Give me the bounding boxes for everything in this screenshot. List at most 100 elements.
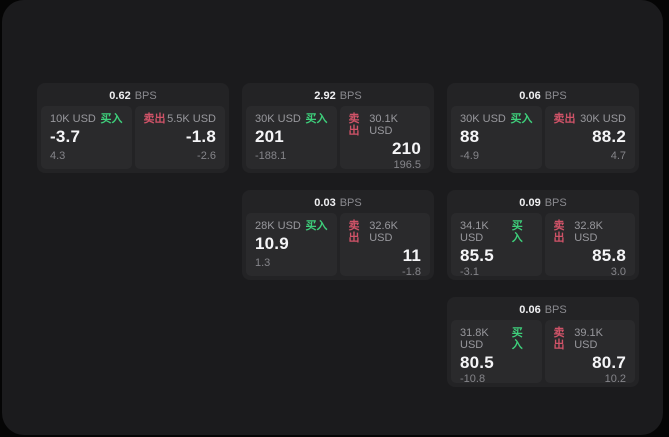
sell-tile[interactable]: 卖出 39.1K USD 80.7 10.2: [544, 320, 635, 385]
sell-price: 85.8: [592, 246, 626, 266]
sell-tile[interactable]: 卖出 30K USD 88.2 4.7: [544, 106, 635, 169]
bps-unit-label: BPS: [134, 90, 157, 102]
quote-card: 0.03 BPS 28K USD 买入 10.9 1.3 卖出 32.6K US…: [242, 190, 434, 280]
sell-tile-top: 卖出 32.8K USD: [554, 220, 627, 244]
sell-delta: 4.7: [610, 149, 626, 162]
sell-tile[interactable]: 卖出 32.8K USD 85.8 3.0: [544, 213, 635, 278]
bps-value: 2.92: [314, 90, 336, 102]
sell-delta: 196.5: [393, 158, 421, 171]
buy-button[interactable]: 买入: [305, 220, 328, 232]
quote-tiles: 31.8K USD 买入 80.5 -10.8 卖出 39.1K USD 80.…: [451, 320, 635, 385]
sell-amount: 32.6K USD: [369, 220, 398, 245]
sell-amount: 30.1K USD: [369, 113, 398, 138]
quote-tiles: 28K USD 买入 10.9 1.3 卖出 32.6K USD 11 -1.8: [246, 213, 430, 278]
quote-card: 2.92 BPS 30K USD 买入 201 -188.1 卖出 30.1K …: [242, 83, 434, 173]
buy-tile[interactable]: 28K USD 买入 10.9 1.3: [246, 213, 337, 276]
sell-tile-top: 卖出 30.1K USD: [349, 113, 422, 137]
buy-amount: 34.1K USD: [460, 220, 489, 245]
quote-tiles: 30K USD 买入 201 -188.1 卖出 30.1K USD 210 1…: [246, 106, 430, 171]
sell-tile-top: 卖出 30K USD: [554, 113, 627, 125]
buy-price: 201: [255, 127, 284, 147]
buy-button[interactable]: 买入: [510, 113, 533, 125]
sell-tile[interactable]: 卖出 5.5K USD -1.8 -2.6: [134, 106, 225, 169]
bps-unit-label: BPS: [544, 197, 567, 209]
sell-delta: -2.6: [197, 149, 216, 162]
sell-price: 80.7: [592, 353, 626, 373]
sell-amount: 32.8K USD: [574, 220, 603, 245]
buy-amount: 31.8K USD: [460, 327, 489, 352]
buy-tile[interactable]: 30K USD 买入 201 -188.1: [246, 106, 337, 169]
buy-button[interactable]: 买入: [305, 113, 328, 125]
sell-tile-top: 卖出 32.6K USD: [349, 220, 422, 244]
buy-delta: -4.9: [460, 149, 479, 162]
buy-tile-top: 30K USD 买入: [255, 113, 328, 125]
bps-unit-label: BPS: [339, 90, 362, 102]
buy-delta: -3.1: [460, 265, 479, 278]
sell-price: 88.2: [592, 127, 626, 147]
buy-price: 10.9: [255, 234, 289, 254]
card-header: 0.62 BPS: [41, 87, 225, 106]
sell-tile[interactable]: 卖出 32.6K USD 11 -1.8: [339, 213, 430, 278]
sell-tile[interactable]: 卖出 30.1K USD 210 196.5: [339, 106, 430, 171]
quote-card: 0.06 BPS 31.8K USD 买入 80.5 -10.8 卖出 39.1…: [447, 297, 639, 387]
quote-card: 0.62 BPS 10K USD 买入 -3.7 4.3 卖出 5.5K USD…: [37, 83, 229, 173]
buy-button[interactable]: 买入: [100, 113, 123, 125]
buy-button[interactable]: 买入: [511, 220, 523, 245]
sell-button[interactable]: 卖出: [553, 220, 565, 245]
bps-value: 0.06: [519, 304, 541, 316]
card-header: 0.06 BPS: [451, 301, 635, 320]
sell-amount: 5.5K USD: [167, 113, 216, 125]
sell-button[interactable]: 卖出: [143, 113, 166, 125]
sell-price: 11: [402, 246, 421, 266]
buy-tile[interactable]: 31.8K USD 买入 80.5 -10.8: [451, 320, 542, 385]
quote-tiles: 34.1K USD 买入 85.5 -3.1 卖出 32.8K USD 85.8…: [451, 213, 635, 278]
buy-tile[interactable]: 10K USD 买入 -3.7 4.3: [41, 106, 132, 169]
sell-delta: 3.0: [610, 265, 626, 278]
bps-unit-label: BPS: [339, 197, 362, 209]
buy-tile-top: 28K USD 买入: [255, 220, 328, 232]
buy-price: 80.5: [460, 353, 494, 373]
buy-tile-top: 10K USD 买入: [50, 113, 123, 125]
bps-value: 0.09: [519, 197, 541, 209]
buy-price: -3.7: [50, 127, 81, 147]
bps-value: 0.62: [109, 90, 131, 102]
buy-tile-top: 30K USD 买入: [460, 113, 533, 125]
buy-delta: -10.8: [460, 372, 486, 385]
buy-amount: 10K USD: [50, 113, 96, 125]
card-header: 2.92 BPS: [246, 87, 430, 106]
buy-amount: 30K USD: [255, 113, 301, 125]
buy-amount: 28K USD: [255, 220, 301, 232]
quote-card: 0.09 BPS 34.1K USD 买入 85.5 -3.1 卖出 32.8K…: [447, 190, 639, 280]
buy-price: 85.5: [460, 246, 494, 266]
buy-tile[interactable]: 34.1K USD 买入 85.5 -3.1: [451, 213, 542, 278]
sell-tile-top: 卖出 5.5K USD: [144, 113, 217, 125]
sell-button[interactable]: 卖出: [553, 327, 565, 352]
buy-price: 88: [460, 127, 480, 147]
sell-amount: 30K USD: [580, 113, 626, 125]
sell-button[interactable]: 卖出: [348, 113, 360, 138]
card-header: 0.03 BPS: [246, 194, 430, 213]
quote-cards-grid: 0.62 BPS 10K USD 买入 -3.7 4.3 卖出 5.5K USD…: [37, 83, 639, 387]
sell-button[interactable]: 卖出: [553, 113, 576, 125]
quote-tiles: 10K USD 买入 -3.7 4.3 卖出 5.5K USD -1.8 -2.…: [41, 106, 225, 169]
quote-tiles: 30K USD 买入 88 -4.9 卖出 30K USD 88.2 4.7: [451, 106, 635, 169]
card-header: 0.06 BPS: [451, 87, 635, 106]
buy-delta: 4.3: [50, 149, 66, 162]
buy-tile-top: 34.1K USD 买入: [460, 220, 533, 244]
bps-unit-label: BPS: [544, 304, 567, 316]
buy-delta: -188.1: [255, 149, 287, 162]
buy-tile[interactable]: 30K USD 买入 88 -4.9: [451, 106, 542, 169]
quote-card: 0.06 BPS 30K USD 买入 88 -4.9 卖出 30K USD 8…: [447, 83, 639, 173]
sell-delta: -1.8: [402, 265, 421, 278]
bps-value: 0.06: [519, 90, 541, 102]
sell-price: 210: [392, 139, 421, 159]
sell-delta: 10.2: [604, 372, 626, 385]
sell-button[interactable]: 卖出: [348, 220, 360, 245]
buy-tile-top: 31.8K USD 买入: [460, 327, 533, 351]
buy-button[interactable]: 买入: [511, 327, 523, 352]
card-header: 0.09 BPS: [451, 194, 635, 213]
bps-value: 0.03: [314, 197, 336, 209]
buy-delta: 1.3: [255, 256, 271, 269]
bps-unit-label: BPS: [544, 90, 567, 102]
